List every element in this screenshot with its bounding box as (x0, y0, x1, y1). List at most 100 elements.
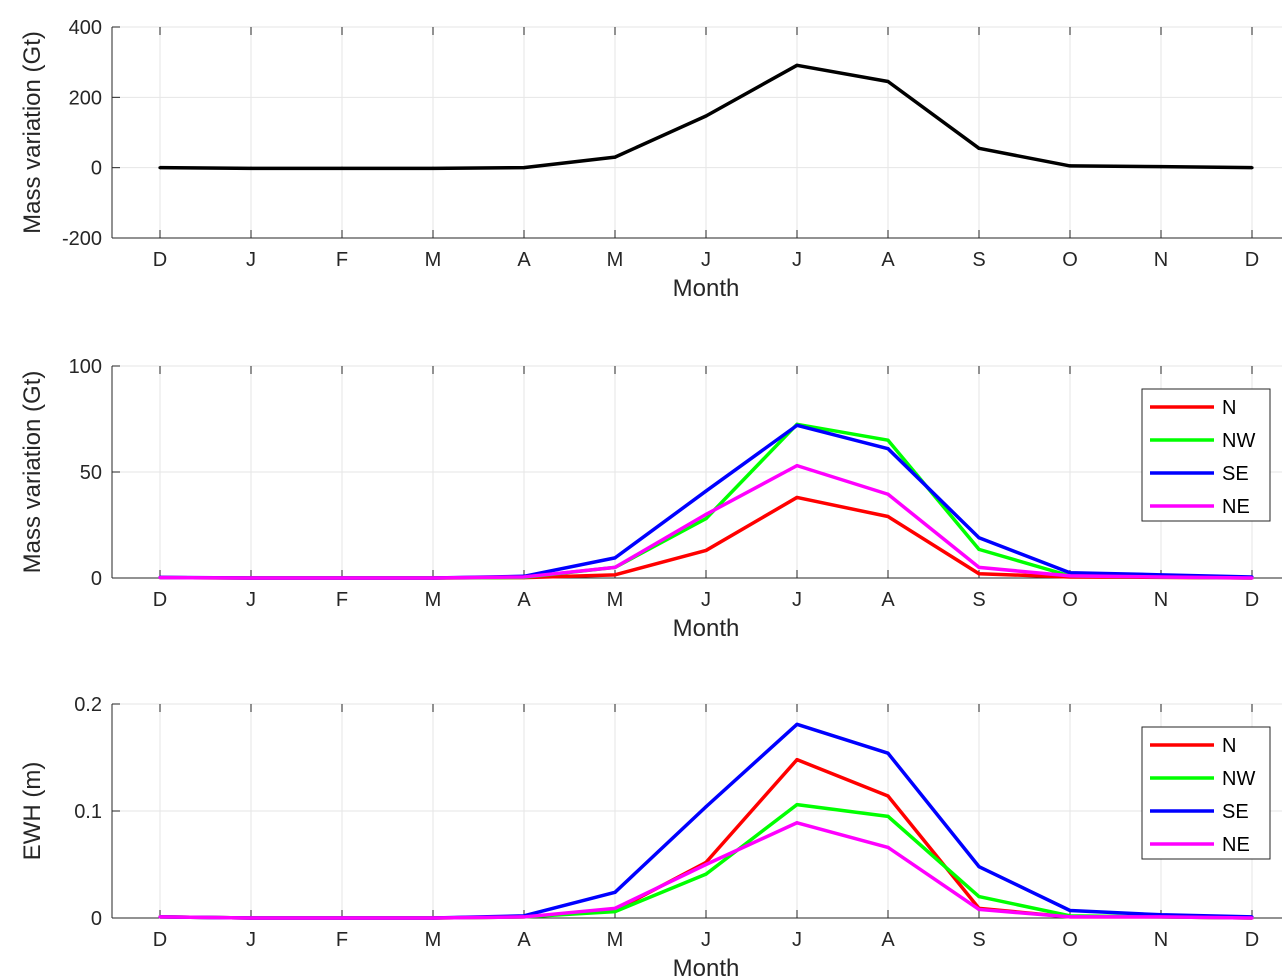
data-point-1 (431, 166, 435, 170)
y-tick-label: 0 (91, 568, 102, 590)
y-tick-label: 0.2 (74, 694, 102, 716)
x-tick-label: D (1245, 589, 1259, 611)
data-point-ne (522, 915, 526, 919)
legend-box (1141, 726, 1271, 860)
data-point-se (704, 805, 708, 809)
x-tick-label: J (701, 589, 711, 611)
y-axis-title: Mass variation (Gt) (19, 371, 46, 574)
data-point-se (886, 751, 890, 755)
data-point-se (886, 447, 890, 451)
chart-panel-2: D J F M A M J J A S O N D 0 50 100 Month Mass variation (… (19, 356, 1282, 642)
x-tick-label: M (607, 929, 624, 951)
plot-area (112, 27, 1282, 238)
data-point-1 (249, 166, 253, 170)
data-point-nw (977, 895, 981, 899)
x-tick-label: A (881, 249, 895, 271)
y-tick-label: 200 (69, 87, 102, 109)
x-axis-title: Month (673, 275, 740, 302)
legend-label: NW (1222, 430, 1255, 452)
x-tick-label: J (246, 589, 256, 611)
data-point-1 (1068, 164, 1072, 168)
data-point-n (704, 548, 708, 553)
x-tick-label: D (1245, 929, 1259, 951)
data-point-ne (249, 576, 253, 580)
data-point-ne (704, 862, 708, 867)
data-point-se (613, 890, 617, 894)
data-point-n (886, 514, 890, 519)
x-tick-label: J (792, 249, 802, 271)
x-axis-title: Month (673, 615, 740, 642)
x-tick-label: S (972, 249, 985, 271)
y-axis-title: EWH (m) (19, 762, 46, 861)
y-tick-label: 400 (69, 17, 102, 39)
x-tick-label: D (153, 929, 167, 951)
x-tick-label: F (336, 589, 348, 611)
x-tick-label: D (1245, 249, 1259, 271)
x-tick-label: M (607, 249, 624, 271)
x-tick-label: J (792, 589, 802, 611)
data-point-ne (977, 565, 981, 570)
data-point-ne (704, 512, 708, 517)
data-point-se (977, 536, 981, 540)
data-point-ne (1250, 916, 1254, 920)
data-point-ne (1159, 915, 1163, 919)
x-tick-label: O (1062, 929, 1078, 951)
data-point-ne (613, 565, 617, 570)
data-point-nw (886, 438, 890, 442)
data-point-ne (340, 576, 344, 580)
data-point-se (1068, 571, 1072, 575)
data-point-ne (1068, 915, 1072, 919)
x-tick-label: A (881, 589, 895, 611)
data-point-1 (977, 146, 981, 150)
data-point-n (977, 572, 981, 576)
x-tick-label: M (425, 589, 442, 611)
data-point-nw (613, 909, 617, 914)
data-point-ne (158, 575, 162, 580)
legend-label: N (1222, 397, 1236, 419)
y-tick-label: 100 (69, 356, 102, 378)
data-point-1 (340, 166, 344, 170)
data-point-n (795, 758, 799, 762)
data-point-ne (613, 906, 617, 910)
data-point-nw (704, 517, 708, 521)
data-point-se (977, 865, 981, 869)
data-point-1 (1250, 166, 1254, 170)
data-point-ne (795, 821, 799, 825)
legend: N NW SE NE (1141, 726, 1271, 860)
data-point-nw (977, 547, 981, 551)
data-point-n (613, 573, 617, 577)
x-tick-label: A (517, 929, 531, 951)
x-tick-label: J (701, 929, 711, 951)
x-tick-label: F (336, 929, 348, 951)
data-point-n (886, 794, 890, 798)
y-tick-label: 0 (91, 158, 102, 180)
data-point-ne (431, 916, 435, 920)
data-point-ne (1068, 574, 1072, 578)
data-point-1 (613, 155, 617, 159)
x-tick-label: A (517, 589, 531, 611)
legend-label: NE (1222, 834, 1250, 856)
x-tick-label: N (1154, 249, 1168, 271)
x-tick-label: D (153, 589, 167, 611)
y-axis-title: Mass variation (Gt) (19, 31, 46, 234)
data-point-1 (795, 63, 799, 67)
y-tick-label: 0 (91, 908, 102, 930)
x-tick-label: O (1062, 589, 1078, 611)
data-point-ne (340, 916, 344, 920)
legend-label: NW (1222, 768, 1255, 790)
data-point-ne (1159, 575, 1163, 579)
data-point-nw (795, 802, 799, 807)
x-tick-label: S (972, 589, 985, 611)
data-point-ne (795, 464, 799, 468)
legend-label: NE (1222, 496, 1250, 518)
x-tick-label: O (1062, 249, 1078, 271)
data-point-n (795, 495, 799, 500)
legend-label: SE (1222, 801, 1249, 823)
x-tick-label: J (701, 249, 711, 271)
data-point-1 (886, 79, 890, 84)
data-point-ne (1250, 576, 1254, 580)
legend-label: N (1222, 735, 1236, 757)
data-point-se (1068, 908, 1072, 913)
legend: N NW SE NE (1141, 388, 1271, 522)
